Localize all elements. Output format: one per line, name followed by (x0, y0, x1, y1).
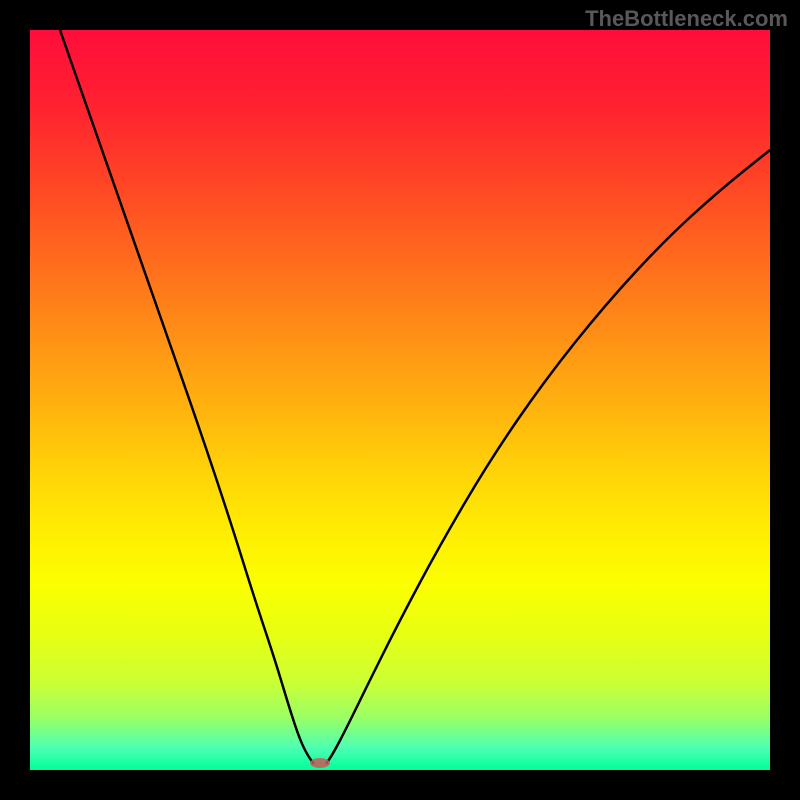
chart-gradient-bg (30, 30, 770, 770)
bottleneck-chart (0, 0, 800, 800)
chart-container (0, 0, 800, 800)
watermark-text: TheBottleneck.com (585, 6, 788, 32)
bottleneck-marker (310, 758, 330, 768)
